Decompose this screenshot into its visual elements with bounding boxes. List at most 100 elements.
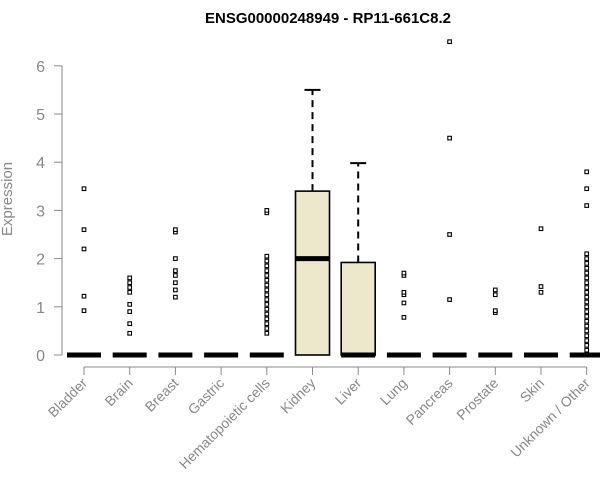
outlier-point bbox=[584, 203, 590, 208]
outlier-point bbox=[584, 323, 590, 329]
outlier-point bbox=[264, 311, 270, 317]
x-tick-label: Gastric bbox=[185, 375, 228, 418]
box-pancreas bbox=[432, 39, 467, 358]
x-tick-label: Liver bbox=[332, 375, 365, 408]
outlier-point bbox=[264, 297, 270, 302]
outlier-point bbox=[492, 292, 498, 298]
x-tick-label: Lung bbox=[377, 375, 410, 408]
y-tick-label: 6 bbox=[36, 59, 45, 76]
outlier-point bbox=[584, 333, 590, 339]
y-tick-label: 5 bbox=[36, 107, 45, 124]
outlier-point bbox=[401, 315, 407, 320]
chart-title: ENSG00000248949 - RP11-661C8.2 bbox=[205, 10, 451, 27]
outlier-point bbox=[127, 289, 133, 295]
outlier-point bbox=[584, 314, 590, 319]
outlier-point bbox=[584, 347, 590, 353]
box-lung bbox=[386, 270, 421, 358]
x-tick-label: Brain bbox=[101, 375, 135, 409]
outlier-point bbox=[584, 261, 590, 266]
outlier-point bbox=[127, 330, 133, 336]
outlier-point bbox=[401, 300, 407, 306]
outlier-point bbox=[264, 253, 270, 259]
outlier-point bbox=[127, 285, 133, 290]
outlier-point bbox=[584, 265, 590, 271]
outlier-point bbox=[127, 309, 133, 314]
outlier-point bbox=[447, 232, 452, 237]
outlier-point bbox=[264, 292, 270, 298]
outlier-point bbox=[584, 299, 590, 305]
outlier-point bbox=[127, 321, 133, 327]
x-tick-label: Breast bbox=[142, 375, 182, 415]
outlier-point bbox=[127, 302, 133, 307]
outlier-point bbox=[264, 208, 270, 213]
outlier-point bbox=[173, 256, 178, 261]
outlier-point bbox=[173, 280, 178, 286]
outlier-point bbox=[584, 328, 590, 334]
box-body bbox=[294, 190, 331, 356]
outlier-point bbox=[401, 289, 407, 295]
x-tick-label: Kidney bbox=[277, 375, 319, 417]
outlier-point bbox=[584, 318, 590, 324]
outlier-point bbox=[538, 289, 544, 295]
outlier-point bbox=[81, 186, 87, 192]
outlier-point bbox=[81, 308, 87, 314]
outlier-point bbox=[173, 273, 178, 278]
outlier-point bbox=[447, 297, 452, 302]
x-tick-label: Hematopoietic cells bbox=[176, 375, 273, 472]
box-unknown-other bbox=[569, 169, 600, 358]
outlier-point bbox=[584, 280, 590, 286]
outlier-point bbox=[81, 246, 87, 252]
outlier-point bbox=[584, 309, 590, 314]
outlier-point bbox=[584, 285, 590, 290]
x-tick-label: Unknown / Other bbox=[507, 375, 593, 461]
outlier-point bbox=[584, 251, 590, 257]
outlier-point bbox=[264, 268, 270, 274]
outlier-point bbox=[81, 227, 87, 233]
box-breast bbox=[158, 227, 193, 358]
outlier-point bbox=[264, 306, 270, 312]
outlier-point bbox=[127, 275, 133, 281]
y-tick-label: 3 bbox=[36, 203, 45, 220]
outlier-point bbox=[584, 275, 590, 281]
outlier-point bbox=[173, 268, 178, 274]
outlier-point bbox=[264, 321, 270, 327]
outlier-point bbox=[264, 277, 270, 283]
outlier-point bbox=[81, 293, 87, 299]
outlier-point bbox=[264, 273, 270, 278]
y-axis: 0 1 2 3 4 5 6 bbox=[36, 59, 63, 365]
outlier-point bbox=[173, 294, 178, 300]
box-liver bbox=[340, 162, 377, 358]
x-tick-label: Skin bbox=[517, 375, 548, 406]
outlier-point bbox=[584, 169, 590, 175]
y-tick-label: 1 bbox=[36, 300, 45, 317]
outlier-point bbox=[264, 316, 270, 322]
outlier-point bbox=[264, 282, 270, 288]
boxes-layer bbox=[67, 39, 600, 358]
outlier-point bbox=[264, 263, 270, 269]
outlier-point bbox=[538, 284, 544, 289]
box-bladder bbox=[67, 186, 101, 358]
outlier-point bbox=[538, 226, 544, 232]
outlier-point bbox=[401, 270, 407, 276]
box-kidney bbox=[294, 88, 331, 356]
outlier-point bbox=[264, 287, 270, 293]
x-tick-label: Bladder bbox=[45, 375, 91, 421]
outlier-point bbox=[584, 186, 590, 192]
outlier-point bbox=[447, 135, 452, 141]
box-skin bbox=[524, 226, 558, 358]
outlier-point bbox=[584, 343, 590, 348]
box-hematopoietic-cells bbox=[249, 208, 284, 358]
y-tick-label: 2 bbox=[36, 252, 45, 269]
outlier-point bbox=[264, 330, 270, 336]
x-tick-label: Pancreas bbox=[403, 375, 456, 428]
outlier-point bbox=[492, 287, 498, 293]
outlier-point bbox=[584, 338, 590, 343]
outlier-point bbox=[127, 280, 133, 286]
outlier-point bbox=[173, 227, 178, 233]
y-tick-label: 0 bbox=[36, 348, 45, 365]
outlier-point bbox=[584, 294, 590, 300]
box-prostate bbox=[478, 287, 513, 358]
outlier-point bbox=[584, 270, 590, 276]
